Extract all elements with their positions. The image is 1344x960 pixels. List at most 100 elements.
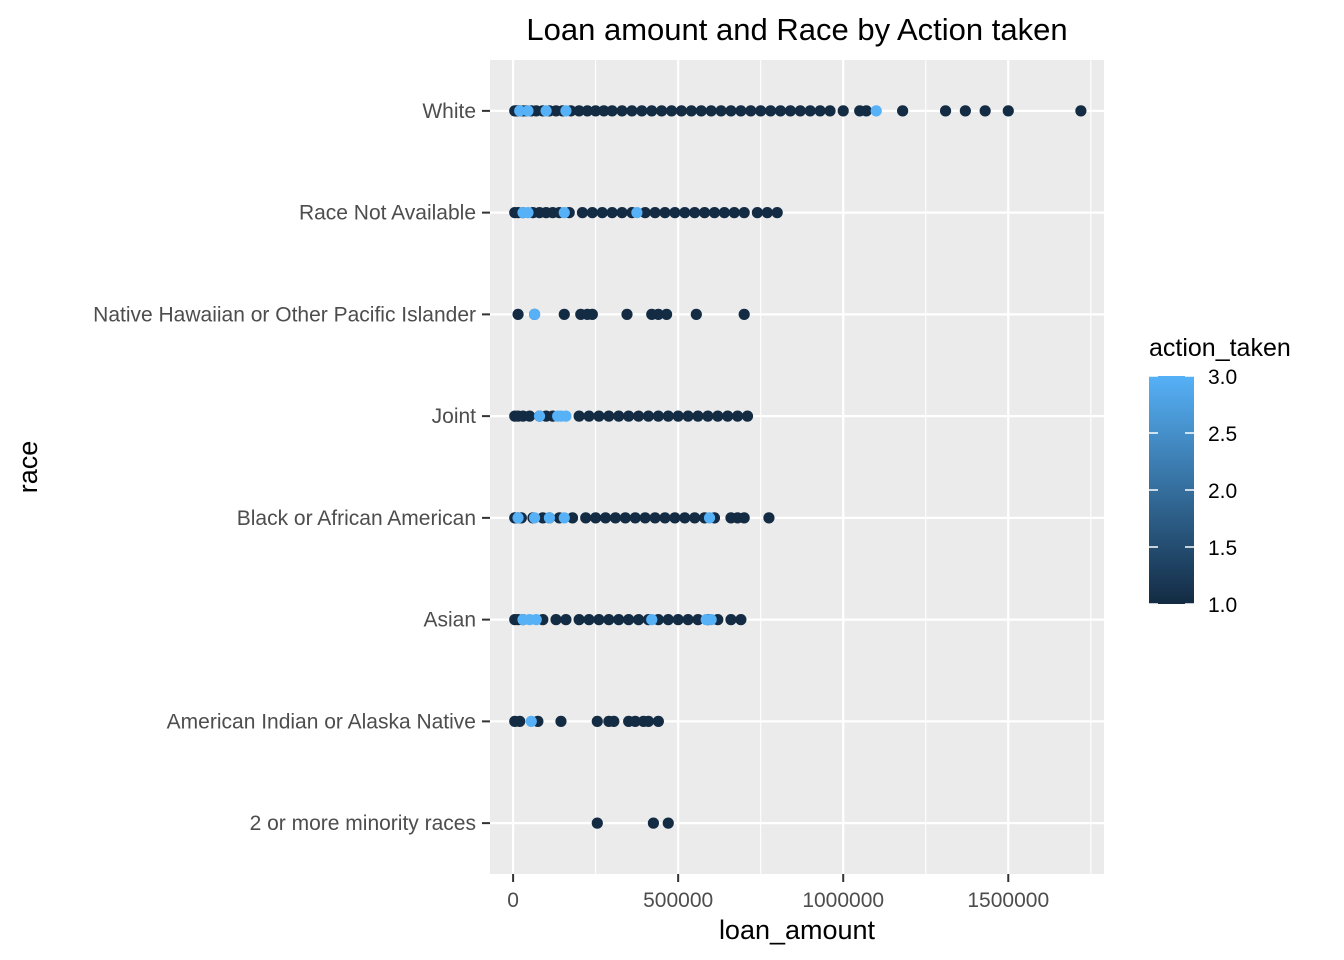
y-tick-label: White	[422, 100, 476, 123]
data-point	[837, 105, 849, 117]
x-tick-label: 500000	[643, 889, 713, 912]
data-point	[558, 512, 570, 524]
data-point	[606, 207, 618, 219]
data-point	[979, 105, 991, 117]
data-point	[631, 207, 643, 219]
data-point	[555, 715, 567, 727]
data-point	[662, 614, 674, 626]
data-point	[636, 105, 648, 117]
data-point	[603, 410, 615, 422]
color-legend: action_taken 1.0 1.5 2.0 2.5 3.0	[1149, 334, 1291, 617]
data-point	[939, 105, 952, 117]
data-point	[550, 614, 562, 626]
data-point	[679, 207, 691, 219]
data-point	[639, 512, 651, 524]
data-point	[735, 614, 747, 626]
data-point	[784, 105, 796, 117]
data-point	[705, 105, 717, 117]
data-point	[639, 207, 651, 219]
data-point	[573, 105, 585, 117]
y-axis-title: race	[13, 441, 43, 494]
data-point	[672, 614, 684, 626]
data-point	[603, 614, 615, 626]
data-point	[560, 105, 572, 117]
data-point	[581, 105, 593, 117]
data-point	[738, 207, 750, 219]
data-point	[725, 105, 737, 117]
legend-tick-label: 1.0	[1208, 594, 1237, 617]
data-point	[764, 105, 777, 117]
data-point	[692, 410, 704, 422]
data-point	[870, 105, 882, 117]
data-point	[512, 308, 524, 320]
data-point	[609, 512, 622, 524]
data-point	[613, 614, 625, 626]
data-point	[543, 512, 556, 524]
data-point	[692, 614, 704, 626]
data-point	[533, 410, 546, 422]
data-point	[695, 105, 707, 117]
x-axis-title: loan_amount	[719, 915, 876, 945]
data-point	[629, 512, 641, 524]
data-point	[715, 105, 727, 117]
data-point	[708, 207, 721, 219]
data-point	[761, 207, 773, 219]
data-point	[652, 410, 664, 422]
data-point	[649, 512, 661, 524]
data-point	[659, 512, 671, 524]
data-point	[598, 105, 610, 117]
data-point	[679, 512, 691, 524]
data-point	[524, 410, 536, 422]
legend-tick-label: 2.0	[1208, 480, 1237, 503]
data-point	[712, 410, 724, 422]
data-point	[669, 512, 681, 524]
data-point	[860, 105, 872, 117]
data-point	[763, 512, 775, 524]
data-point	[596, 207, 608, 219]
data-point	[751, 207, 763, 219]
data-point	[755, 105, 767, 117]
data-point	[560, 614, 572, 626]
legend-tick-label: 3.0	[1208, 366, 1237, 389]
data-point	[560, 410, 572, 422]
x-tick-label: 1500000	[967, 889, 1049, 912]
data-point	[591, 817, 603, 829]
data-point	[771, 207, 783, 219]
data-point	[705, 614, 717, 626]
data-point	[1002, 105, 1014, 117]
data-point	[586, 207, 598, 219]
data-point	[646, 614, 658, 626]
data-point	[566, 512, 579, 524]
data-point	[665, 105, 678, 117]
y-tick-label: American Indian or Alaska Native	[167, 710, 476, 733]
data-point	[522, 105, 534, 117]
data-point	[626, 105, 638, 117]
y-axis: 2 or more minority races American Indian …	[93, 100, 490, 835]
data-point	[689, 207, 701, 219]
data-point	[735, 105, 747, 117]
data-point	[897, 105, 909, 117]
data-point	[573, 410, 585, 422]
data-point	[646, 105, 658, 117]
data-point	[616, 207, 628, 219]
data-point	[528, 308, 541, 320]
data-point	[522, 207, 534, 219]
data-point	[804, 105, 816, 117]
data-point	[528, 512, 541, 524]
data-point	[619, 512, 631, 524]
legend-tick-label: 2.5	[1208, 423, 1237, 446]
data-point	[576, 207, 589, 219]
data-point	[632, 410, 645, 422]
data-point	[647, 817, 660, 829]
data-point	[590, 105, 602, 117]
data-point	[685, 105, 697, 117]
data-point	[632, 614, 645, 626]
data-point	[794, 105, 806, 117]
data-point	[738, 308, 750, 320]
data-point	[824, 105, 836, 117]
y-tick-label: Joint	[432, 405, 477, 428]
data-point	[583, 410, 595, 422]
data-point	[593, 410, 605, 422]
data-point	[731, 410, 744, 422]
data-point	[616, 105, 628, 117]
